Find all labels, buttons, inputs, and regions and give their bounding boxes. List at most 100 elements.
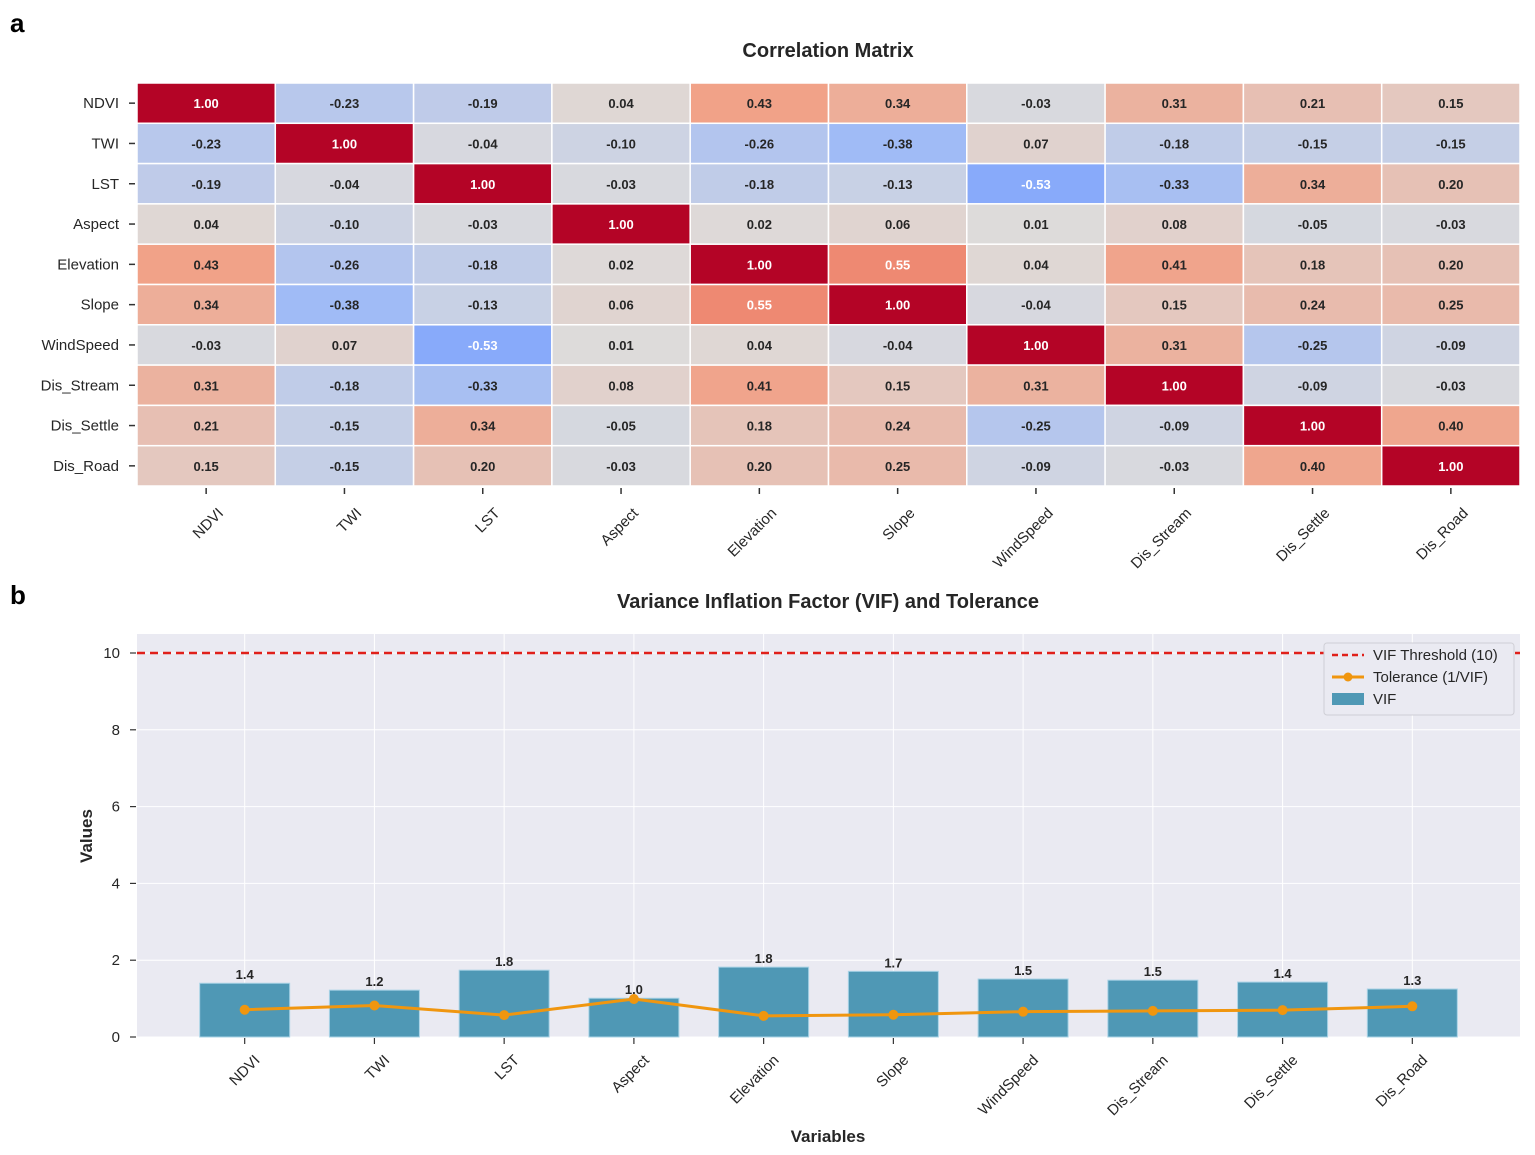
x-tick-label: Dis_Road <box>1413 505 1472 564</box>
heatmap-cell <box>689 444 830 487</box>
cell-value: 0.31 <box>1023 378 1048 393</box>
cell-value: -0.26 <box>330 257 360 272</box>
cell-value: 0.18 <box>1300 257 1325 272</box>
cell-value: 1.00 <box>885 298 910 313</box>
x-tick-label: Dis_Settle <box>1273 505 1333 565</box>
x-tick-label: Dis_Settle <box>1241 1052 1301 1112</box>
heatmap-cell <box>966 444 1106 487</box>
cell-value: 0.07 <box>332 338 357 353</box>
vif-bar-label: 1.5 <box>1014 963 1032 978</box>
heatmap-cell <box>274 82 415 125</box>
x-axis-label: Variables <box>791 1127 866 1146</box>
cell-value: -0.03 <box>1436 378 1466 393</box>
cell-value: -0.09 <box>1298 378 1328 393</box>
heatmap-cell <box>551 122 691 165</box>
vif-bar <box>718 966 810 1038</box>
heatmap-cell <box>1242 283 1383 326</box>
cell-value: -0.04 <box>883 338 913 353</box>
x-tick-label: WindSpeed <box>990 505 1057 572</box>
heatmap-cell <box>966 364 1106 407</box>
vif-bar-label: 1.4 <box>1274 966 1293 981</box>
cell-value: -0.19 <box>191 177 221 192</box>
cell-value: -0.03 <box>1436 217 1466 232</box>
heatmap-cell <box>1380 444 1521 487</box>
cell-value: -0.04 <box>1021 298 1051 313</box>
cell-value: 0.02 <box>608 257 633 272</box>
heatmap-cell <box>689 283 830 326</box>
x-tick-label: Elevation <box>727 1052 783 1108</box>
heatmap-cell <box>827 82 968 125</box>
cell-value: -0.03 <box>191 338 221 353</box>
vif-bar-label: 1.3 <box>1403 973 1421 988</box>
cell-value: 0.34 <box>1300 177 1326 192</box>
legend-vif-label: VIF <box>1373 691 1396 708</box>
vif-bar-label: 1.0 <box>625 982 643 997</box>
legend: VIF Threshold (10) Tolerance (1/VIF) VIF <box>1323 642 1515 716</box>
cell-value: 1.00 <box>193 96 218 111</box>
heatmap-cell <box>1380 203 1521 245</box>
cell-value: 0.01 <box>608 338 633 353</box>
y-tick-label: WindSpeed <box>41 337 119 354</box>
heatmap-cell <box>827 364 968 407</box>
cell-value: -0.33 <box>1159 177 1189 192</box>
heatmap-cell <box>1242 122 1383 165</box>
vif-bar <box>458 969 550 1038</box>
cell-value: -0.03 <box>606 459 636 474</box>
cell-value: 1.00 <box>608 217 633 232</box>
heatmap-cell <box>827 203 968 245</box>
vif-bar <box>847 970 939 1038</box>
x-tick-label: LST <box>472 505 503 536</box>
cell-value: 0.02 <box>747 217 772 232</box>
heatmap-cell <box>551 364 691 407</box>
cell-value: -0.04 <box>468 136 498 151</box>
cell-value: 0.06 <box>885 217 910 232</box>
heatmap-cell <box>1242 324 1383 366</box>
cell-value: 0.24 <box>1300 298 1326 313</box>
y-tick-label: 10 <box>103 645 120 662</box>
y-tick-label: TWI <box>92 135 120 152</box>
heatmap-cell <box>1104 324 1245 366</box>
cell-value: -0.04 <box>330 177 360 192</box>
panel-label-a: a <box>10 8 25 38</box>
legend-box <box>1323 642 1515 716</box>
cell-value: -0.18 <box>468 257 498 272</box>
heatmap-cell <box>551 283 691 326</box>
y-tick-label: 6 <box>112 799 120 816</box>
cell-value: 1.00 <box>747 257 772 272</box>
heatmap-cell <box>136 444 277 487</box>
heatmap-cell <box>1104 243 1245 286</box>
y-tick-label: 0 <box>112 1029 120 1046</box>
cell-value: -0.03 <box>1021 96 1051 111</box>
x-tick-label: Dis_Stream <box>1128 505 1195 572</box>
x-tick-label: Dis_Stream <box>1104 1052 1171 1119</box>
heatmap-cell <box>1380 82 1521 125</box>
heatmap-cell <box>966 203 1106 245</box>
cell-value: 0.40 <box>1300 459 1325 474</box>
heatmap-cell <box>136 324 277 366</box>
heatmap-cell <box>274 243 415 286</box>
heatmap: 1.00 -0.23 -0.19 0.04 0.43 0.34 -0.03 0.31 0.21 0… <box>41 82 1521 572</box>
x-tick-label: Slope <box>873 1052 912 1091</box>
tolerance-point <box>1147 1005 1158 1016</box>
heatmap-cell <box>1380 243 1521 286</box>
cell-value: -0.53 <box>1021 177 1051 192</box>
cell-value: 0.34 <box>193 298 219 313</box>
cell-value: 0.34 <box>885 96 911 111</box>
cell-value: -0.38 <box>330 298 360 313</box>
heatmap-cell <box>966 404 1106 447</box>
y-tick-label: 8 <box>112 722 120 739</box>
heatmap-cell <box>412 444 553 487</box>
cell-value: 0.07 <box>1023 136 1048 151</box>
tolerance-point <box>1277 1005 1288 1016</box>
heatmap-cell <box>1104 82 1245 125</box>
cell-value: 0.15 <box>885 378 910 393</box>
vif-bar-label: 1.7 <box>884 955 902 970</box>
heatmap-cell <box>1104 162 1245 205</box>
cell-value: 0.34 <box>470 419 496 434</box>
legend-tolerance-label: Tolerance (1/VIF) <box>1373 669 1488 686</box>
cell-value: -0.25 <box>1298 338 1328 353</box>
heatmap-cell <box>827 444 968 487</box>
cell-value: 0.24 <box>885 419 911 434</box>
y-tick-label: 2 <box>112 952 120 969</box>
